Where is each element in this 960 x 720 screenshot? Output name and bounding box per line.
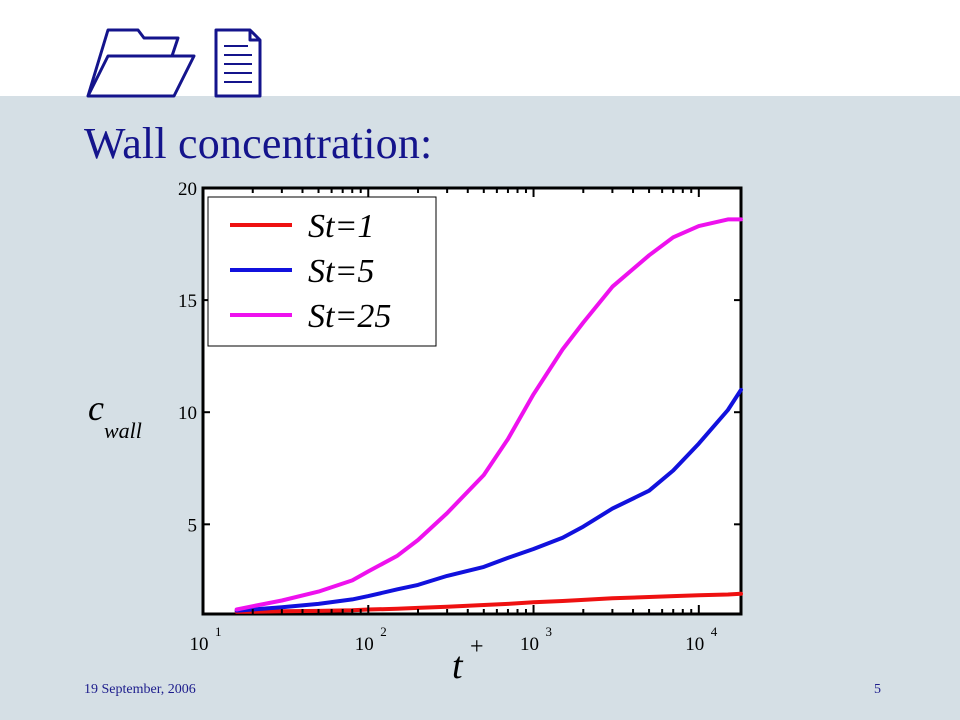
series-line-2 xyxy=(234,387,743,613)
legend-label: St=1 xyxy=(308,208,374,245)
x-tick-label: 10 xyxy=(685,634,704,655)
y-tick-label: 10 xyxy=(178,403,197,424)
slide-title: Wall concentration: xyxy=(84,119,433,168)
x-tick-exponent: 2 xyxy=(380,624,387,639)
y-tick-label: 15 xyxy=(178,291,197,312)
series-line-3 xyxy=(234,217,743,612)
axis-ticks: 5 10 15 20 10 1 10 2 10 3 10 4 xyxy=(178,179,741,655)
x-tick-exponent: 4 xyxy=(711,624,718,639)
plot-frame xyxy=(201,186,743,616)
y-axis-label: c xyxy=(88,388,104,428)
x-tick-exponent: 1 xyxy=(215,624,222,639)
slide-header-icons xyxy=(86,28,262,98)
x-tick-exponent: 3 xyxy=(546,624,553,639)
x-axis-label: t xyxy=(452,645,464,687)
series-layer xyxy=(234,217,743,614)
x-tick-label: 10 xyxy=(190,634,209,655)
folder-icon xyxy=(86,28,196,98)
footer-date: 19 September, 2006 xyxy=(84,682,196,697)
document-icon xyxy=(214,28,262,98)
x-tick-label: 10 xyxy=(520,634,539,655)
page-number: 5 xyxy=(874,682,881,697)
series-line-1 xyxy=(234,591,743,614)
legend-label: St=5 xyxy=(308,253,374,290)
y-tick-label: 5 xyxy=(188,515,198,536)
legend: St=1 St=5 St=25 xyxy=(207,196,437,347)
x-axis-label-superscript: + xyxy=(470,634,484,660)
y-tick-label: 20 xyxy=(178,179,197,200)
x-tick-label: 10 xyxy=(355,634,374,655)
y-axis-label-subscript: wall xyxy=(104,418,142,443)
legend-label: St=25 xyxy=(308,298,391,335)
